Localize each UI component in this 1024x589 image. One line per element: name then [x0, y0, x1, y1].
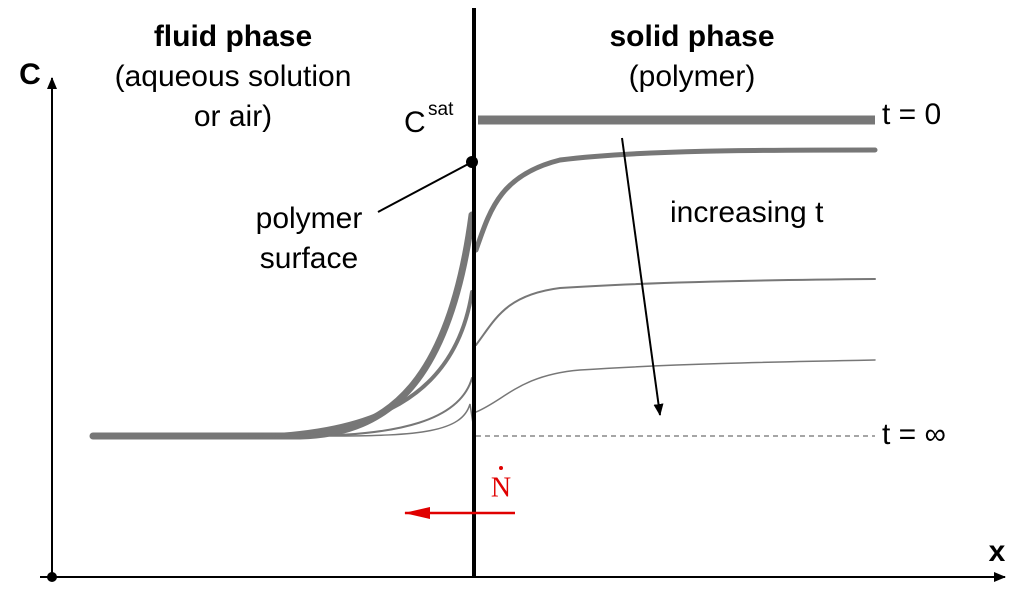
- fluid-curve: [329, 403, 475, 437]
- solid-curve: [473, 147, 878, 253]
- solid-curves: [473, 115, 878, 413]
- region-subtitle: (polymer): [629, 60, 756, 93]
- flux-label: N: [491, 472, 511, 503]
- fluid-curves: [89, 211, 476, 440]
- fluid-curve: [299, 377, 473, 437]
- region-subtitle: or air): [194, 100, 272, 133]
- surface-label: surface: [260, 242, 358, 275]
- increasing-label: increasing t: [670, 196, 824, 229]
- fluid-curve: [248, 290, 474, 438]
- fluid-curve: [89, 211, 476, 440]
- region-title: fluid phase: [154, 20, 312, 53]
- origin: [47, 572, 57, 582]
- y-axis-label: C: [19, 58, 41, 91]
- pointer-line: [377, 161, 473, 213]
- region-subtitle: (aqueous solution: [115, 60, 352, 93]
- solid-curve: [475, 359, 876, 413]
- t-zero-label: t = 0: [882, 98, 941, 131]
- x-axis-label: x: [989, 535, 1006, 568]
- t-infinity-label: t = ∞: [882, 418, 946, 451]
- solid-curve: [475, 278, 876, 346]
- surface-point: [466, 156, 478, 168]
- flux-dot: [499, 466, 503, 470]
- csat-base: C: [404, 106, 426, 139]
- region-title: solid phase: [609, 20, 774, 53]
- time-arrow: [621, 137, 664, 416]
- csat-sup: sat: [428, 99, 454, 120]
- surface-label: polymer: [256, 202, 363, 235]
